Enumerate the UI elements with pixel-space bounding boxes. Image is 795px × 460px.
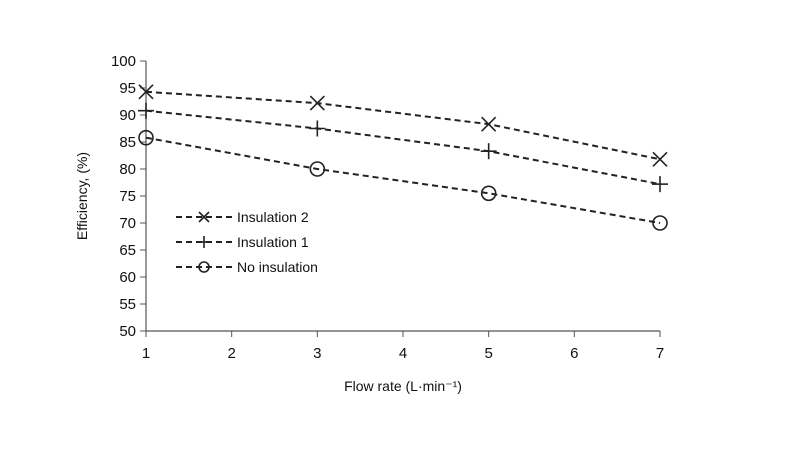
data-point-x [481, 116, 497, 132]
legend-label: Insulation 1 [237, 234, 309, 250]
x-tick-label: 1 [142, 345, 150, 362]
data-point-circle [138, 129, 154, 146]
data-point-x [138, 84, 154, 100]
legend-marker-x [198, 211, 210, 223]
legend-marker-plus [198, 236, 210, 248]
x-tick-label: 3 [313, 345, 321, 362]
x-tick-label: 7 [656, 345, 664, 362]
y-tick-label: 90 [119, 107, 136, 124]
series-line-circle [145, 136, 661, 224]
data-point-plus [652, 176, 668, 193]
legend-marker-circle [198, 261, 210, 273]
x-tick-label: 5 [484, 345, 492, 362]
y-tick-label: 70 [119, 215, 136, 232]
y-axis-title: Efficiency, (%) [74, 152, 90, 240]
data-point-circle [480, 185, 497, 202]
legend-label: No insulation [237, 259, 318, 275]
series-line-plus [145, 109, 661, 186]
y-tick-label: 85 [119, 134, 136, 151]
data-point-plus [309, 120, 326, 137]
x-tick-label: 6 [570, 345, 578, 362]
data-point-plus [138, 102, 154, 119]
data-point-x [309, 95, 325, 111]
data-point-plus [480, 143, 497, 160]
x-tick-label: 4 [399, 345, 407, 362]
data-point-circle [652, 215, 668, 231]
y-tick-label: 95 [119, 80, 136, 97]
data-point-x [652, 151, 668, 167]
y-tick-label: 50 [119, 323, 136, 340]
series-line-x [145, 90, 661, 161]
y-tick-label: 65 [119, 242, 136, 259]
y-tick-label: 60 [119, 269, 136, 286]
y-tick-label: 80 [119, 161, 136, 178]
data-point-circle [309, 161, 326, 177]
y-tick-label: 75 [119, 188, 136, 205]
x-axis-title: Flow rate (L·min⁻¹) [344, 378, 462, 394]
y-tick-label: 100 [111, 53, 136, 70]
x-tick-label: 2 [227, 345, 235, 362]
y-tick-label: 55 [119, 296, 136, 313]
legend-label: Insulation 2 [237, 209, 309, 225]
